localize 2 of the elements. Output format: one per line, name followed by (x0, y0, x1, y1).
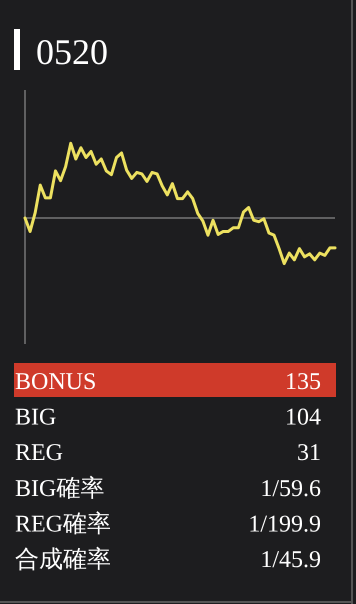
chart-title: 0520 (36, 32, 108, 72)
table: BONUS 135 BIG 104 REG 31 BIG確率 1/59.6 REG確率 1/199.9 合成確率 1/45.9 (14, 363, 336, 573)
